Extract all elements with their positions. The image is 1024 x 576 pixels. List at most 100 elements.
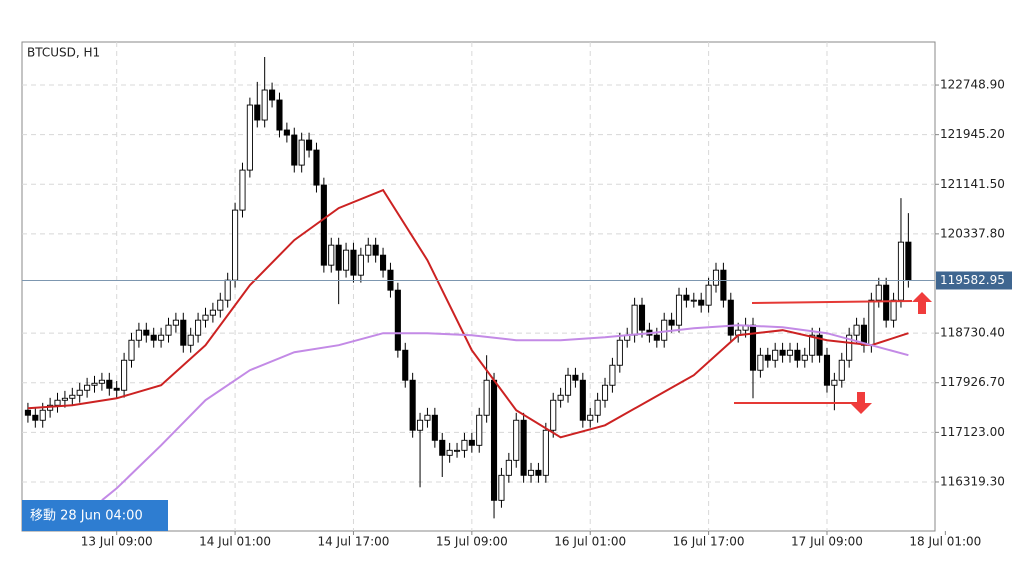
candle-body bbox=[720, 269, 727, 301]
candle-body bbox=[764, 354, 771, 361]
candle-body bbox=[424, 414, 431, 421]
candle-body bbox=[779, 349, 786, 356]
jump-button-label[interactable]: 移動 28 Jun 04:00 bbox=[30, 509, 143, 524]
down-arrow bbox=[850, 392, 872, 414]
x-tick-label: 14 Jul 01:00 bbox=[199, 535, 271, 549]
candle-body bbox=[232, 209, 239, 281]
y-tick-label: 118730.40 bbox=[940, 326, 1005, 340]
y-tick-label: 117123.00 bbox=[940, 425, 1005, 439]
candle-body bbox=[786, 349, 794, 356]
candle-body bbox=[705, 284, 712, 306]
plot-frame bbox=[21, 41, 936, 532]
y-tick-label: 121945.20 bbox=[940, 127, 1005, 141]
candle-body bbox=[831, 379, 838, 386]
candle-body bbox=[306, 139, 313, 151]
candle-body bbox=[483, 379, 490, 416]
candle-body bbox=[335, 244, 342, 271]
candle-body bbox=[417, 419, 424, 431]
candle-body bbox=[801, 354, 808, 361]
candle-body bbox=[675, 294, 683, 326]
candle-body bbox=[261, 89, 268, 121]
candle-body bbox=[209, 309, 216, 316]
candle-body bbox=[254, 104, 261, 121]
candle-body bbox=[712, 269, 720, 286]
candle-body bbox=[564, 374, 572, 396]
x-tick-label: 15 Jul 09:00 bbox=[436, 535, 508, 549]
candle-body bbox=[505, 459, 512, 476]
candle-body bbox=[431, 414, 438, 441]
y-tick-label: 121141.50 bbox=[940, 177, 1005, 191]
candle-body bbox=[402, 349, 409, 381]
candle-body bbox=[690, 299, 697, 302]
candle-body bbox=[883, 284, 890, 321]
candle-body bbox=[653, 334, 660, 341]
candle-body bbox=[468, 439, 475, 446]
candle-body bbox=[180, 319, 187, 346]
candle-body bbox=[150, 334, 157, 341]
candle-body bbox=[557, 394, 564, 401]
candle-body bbox=[579, 379, 586, 421]
x-tick-label: 16 Jul 01:00 bbox=[554, 535, 626, 549]
candle-body bbox=[91, 382, 98, 386]
candle-body bbox=[24, 409, 31, 416]
candle-body bbox=[298, 139, 305, 166]
candle-body bbox=[513, 419, 520, 461]
candle-body bbox=[291, 134, 298, 166]
candle-body bbox=[276, 99, 283, 131]
candle-body bbox=[165, 324, 172, 336]
x-tick-label: 14 Jul 17:00 bbox=[317, 535, 389, 549]
candle-body bbox=[350, 249, 357, 276]
candle-body bbox=[372, 244, 379, 256]
candle-body bbox=[609, 364, 616, 386]
chart-title: BTCUSD, H1 bbox=[27, 46, 100, 60]
candle-body bbox=[838, 359, 845, 381]
candle-body bbox=[461, 439, 468, 451]
candle-body bbox=[668, 319, 675, 326]
candle-body bbox=[394, 289, 401, 351]
candle-body bbox=[542, 429, 549, 476]
candle-body bbox=[683, 294, 690, 301]
jump-button[interactable] bbox=[22, 500, 168, 531]
candle-body bbox=[202, 314, 209, 321]
candle-body bbox=[550, 399, 557, 431]
up-arrow bbox=[912, 292, 932, 314]
candle-body bbox=[61, 397, 68, 401]
candle-body bbox=[343, 249, 350, 271]
x-tick-label: 18 Jul 01:00 bbox=[909, 535, 981, 549]
candle-body bbox=[224, 279, 231, 301]
candle-body bbox=[328, 244, 335, 266]
y-tick-label: 120337.80 bbox=[940, 226, 1005, 240]
x-tick-label: 16 Jul 17:00 bbox=[673, 535, 745, 549]
candle-body bbox=[76, 389, 83, 396]
candle-body bbox=[187, 334, 194, 346]
candle-body bbox=[594, 399, 601, 416]
candle-body bbox=[757, 354, 764, 371]
candle-body bbox=[246, 104, 253, 171]
candle-body bbox=[490, 379, 498, 501]
candle-body bbox=[853, 324, 860, 336]
candle-body bbox=[749, 324, 757, 371]
candle-body bbox=[439, 439, 446, 456]
moving-average bbox=[27, 188, 909, 439]
candle-body bbox=[135, 329, 142, 341]
candle-body bbox=[39, 409, 46, 421]
candle-body bbox=[875, 284, 882, 301]
candle-body bbox=[638, 304, 646, 331]
candle-body bbox=[32, 414, 39, 421]
candle-body bbox=[380, 254, 387, 271]
candle-body bbox=[446, 449, 453, 456]
candle-body bbox=[172, 319, 179, 326]
candle-body bbox=[121, 359, 128, 391]
candle-body bbox=[498, 474, 505, 501]
candle-body bbox=[239, 169, 246, 211]
candle-body bbox=[535, 469, 542, 476]
y-tick-label: 117926.70 bbox=[940, 375, 1005, 389]
candle-body bbox=[158, 334, 165, 341]
candle-body bbox=[453, 449, 461, 452]
candle-body bbox=[601, 384, 609, 401]
candle-body bbox=[897, 241, 905, 301]
candle-body bbox=[809, 334, 816, 356]
last-price-tag bbox=[936, 271, 1012, 290]
candle-body bbox=[365, 244, 372, 256]
